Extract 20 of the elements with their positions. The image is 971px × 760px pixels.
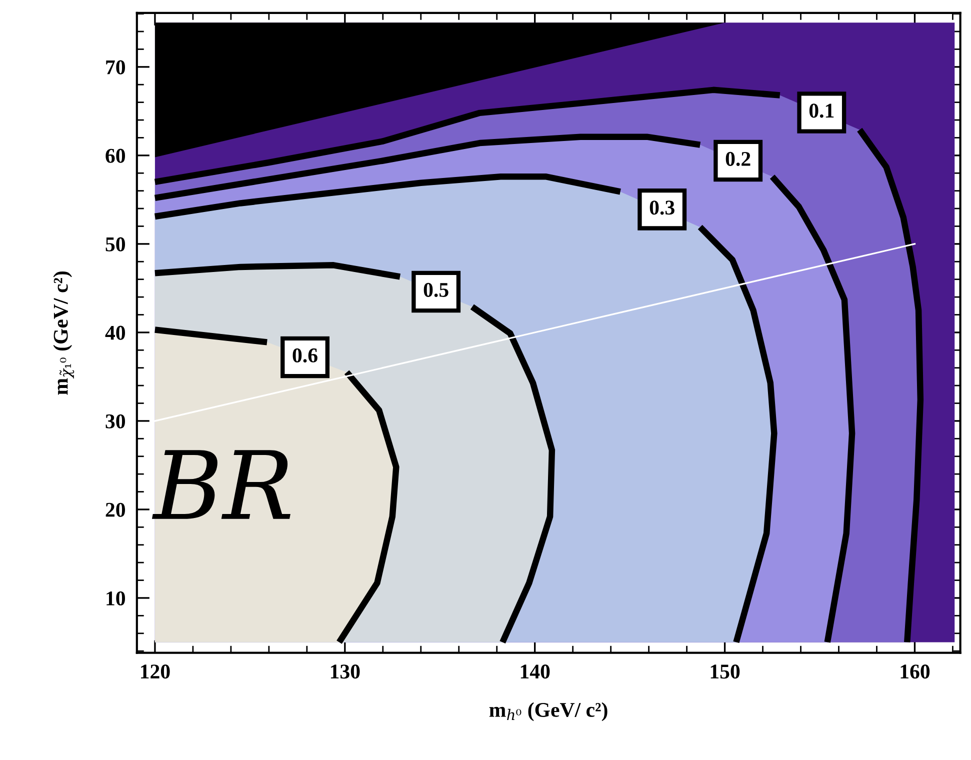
series-label: 0.6 xyxy=(292,348,318,363)
x-tick-label: 130 xyxy=(330,664,360,679)
y-tick-label: 10 xyxy=(106,591,126,606)
y-tick-label: 60 xyxy=(106,148,126,163)
y-tick-label: 20 xyxy=(106,502,126,517)
series-label: 0.1 xyxy=(809,104,834,118)
y-tick-label: 50 xyxy=(106,237,126,252)
y-tick-label: 40 xyxy=(105,326,126,340)
x-tick-label: 160 xyxy=(900,664,930,679)
y-tick-label: 30 xyxy=(106,414,126,428)
x-tick-label: 120 xyxy=(141,664,170,679)
series-label: 0.3 xyxy=(650,200,674,215)
annotation: BR xyxy=(152,450,290,519)
x-axis-title: m$_{h⁰}$ (GeV/ c²) xyxy=(489,702,608,722)
y-axis-title: m$_{χ̃₁⁰}$ (GeV/ c²) xyxy=(53,272,74,395)
series-label: 0.5 xyxy=(424,282,448,298)
y-tick-label: 70 xyxy=(106,60,126,74)
series-label: 0.2 xyxy=(726,152,750,166)
x-tick-label: 150 xyxy=(710,664,740,679)
x-tick-label: 140 xyxy=(520,664,550,679)
